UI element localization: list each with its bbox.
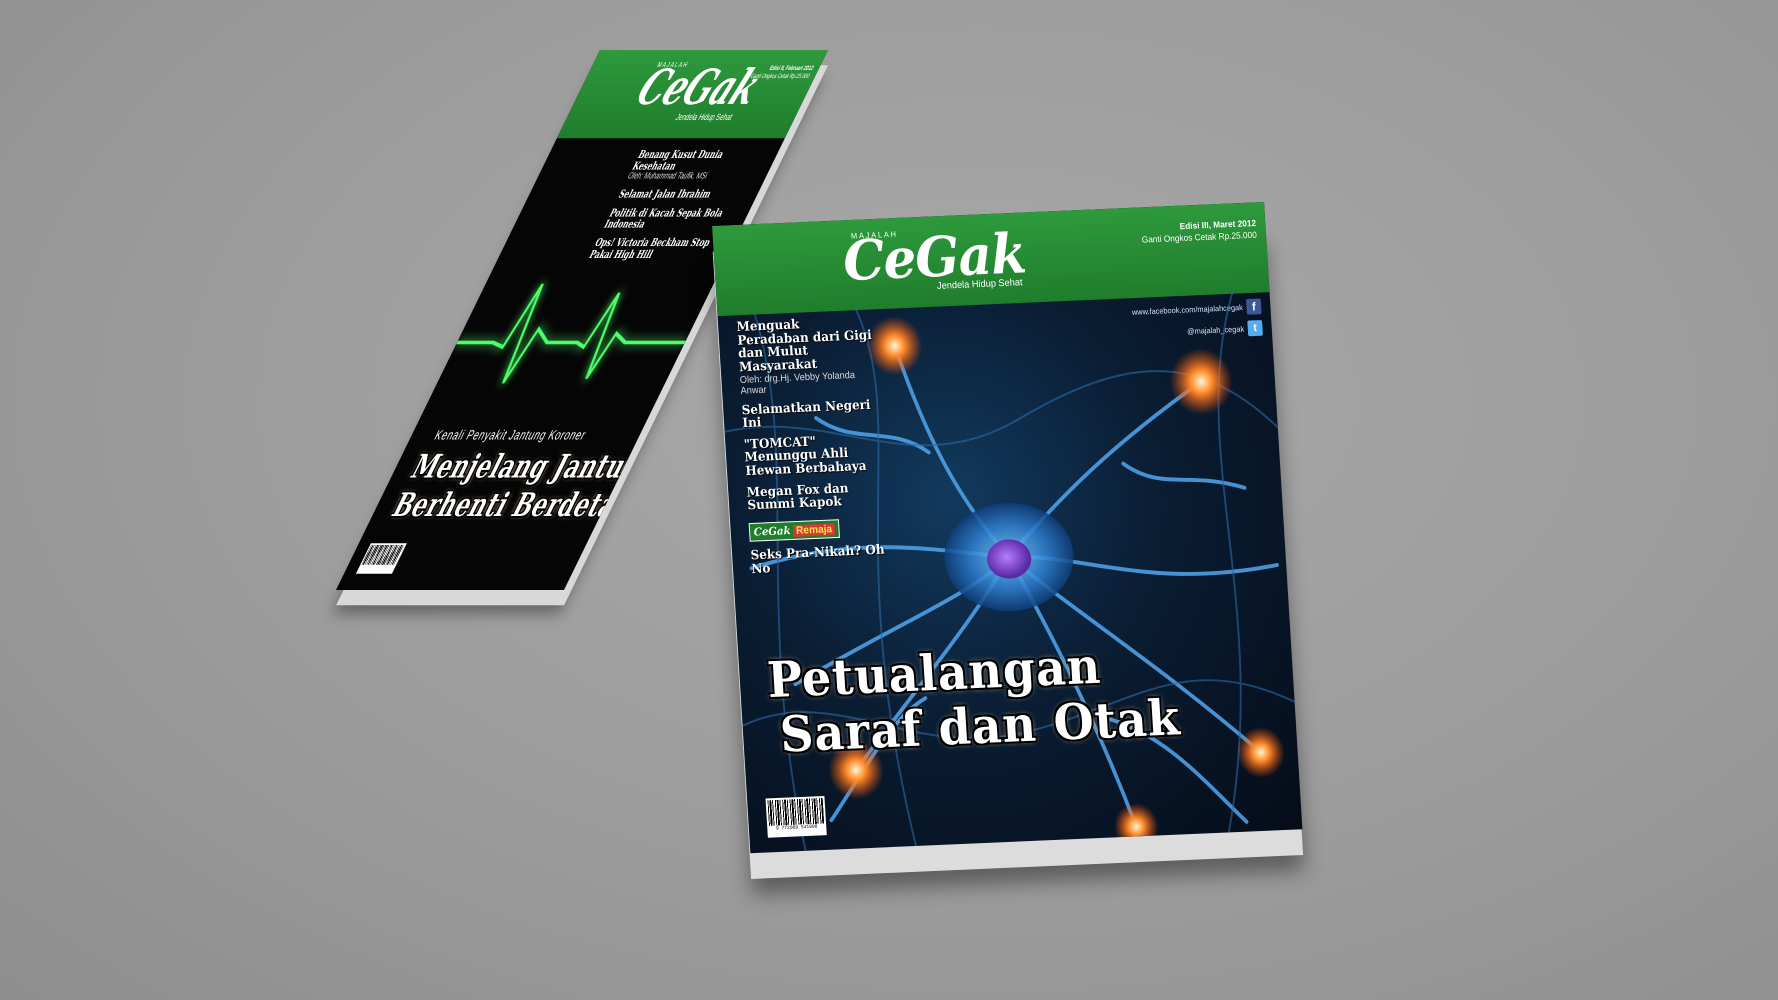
badge-text: Remaja (792, 522, 836, 537)
front-story-title: Menguak Peradaban dari Gigi dan Mulut Ma… (736, 317, 873, 376)
front-tagline: Jendela Hidup Sehat (936, 277, 1023, 292)
spark-glow (866, 316, 923, 376)
spark-glow (1236, 726, 1285, 778)
front-barcode-bars (767, 797, 825, 826)
spark-glow (1169, 348, 1233, 415)
front-story: Menguak Peradaban dari Gigi dan Mulut Ma… (736, 315, 879, 397)
front-edition: Edisi III, Maret 2012 Ganti Ongkos Cetak… (1141, 218, 1257, 246)
back-cover: MAJALAH CeGak Jendela Hidup Sehat Edisi … (336, 50, 828, 590)
front-story: Selamatkan Negeri Ini (741, 397, 881, 432)
front-remaja-badge: CeGak Remaja (748, 519, 840, 542)
front-story: Megan Fox dan Summi Kapok (746, 481, 886, 514)
front-story-title: "TOMCAT" Menunggu Ahli Hewan Berbahaya (743, 434, 868, 480)
front-barcode-number: 9 772089 541008 (775, 823, 818, 832)
front-barcode: 9 772089 541008 (765, 795, 827, 838)
front-story-title: Selamatkan Negeri Ini (741, 397, 871, 432)
badge-logo: CeGak (753, 524, 791, 539)
spark-glow (828, 740, 884, 800)
ecg-line-icon (456, 283, 686, 384)
neuron-illustration (724, 291, 1295, 851)
front-story: "TOMCAT" Menunggu Ahli Hewan Berbahaya (743, 433, 883, 480)
front-cover: MAJALAH CeGak Jendela Hidup Sehat Edisi … (712, 202, 1303, 854)
front-story-title: Megan Fox dan Summi Kapok (746, 481, 849, 514)
front-story-list: Menguak Peradaban dari Gigi dan Mulut Ma… (736, 315, 890, 577)
neuron-nucleus (987, 539, 1032, 579)
